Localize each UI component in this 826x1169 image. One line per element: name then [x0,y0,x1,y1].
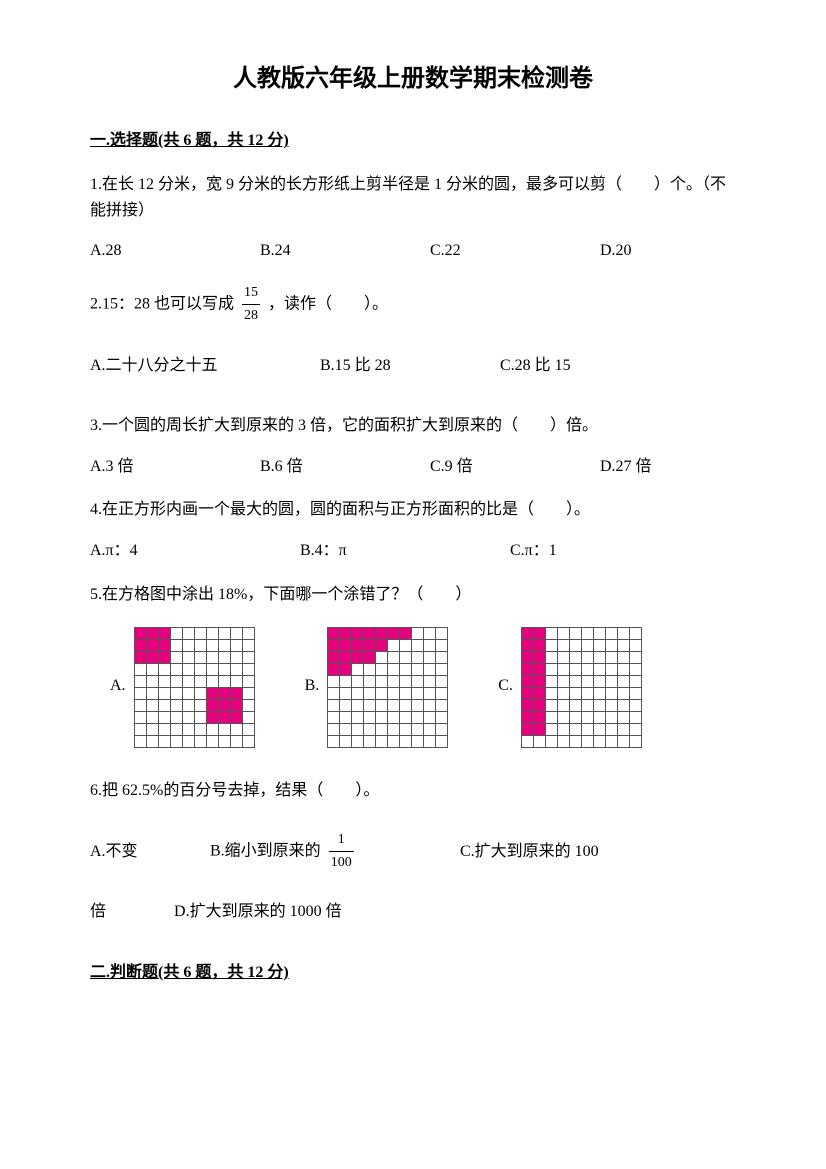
q6-option-b: B.缩小到原来的 1 100 [210,829,460,875]
q4-option-c: C.π：1 [510,538,557,564]
q2-option-b: B.15 比 28 [320,353,500,379]
q3-option-d: D.27 倍 [600,454,652,480]
section-1-header: 一.选择题(共 6 题，共 12 分) [90,128,736,154]
q3-option-a: A.3 倍 [90,454,260,480]
question-3-text: 3.一个圆的周长扩大到原来的 3 倍，它的面积扩大到原来的（ ）倍。 [90,413,736,439]
q2-text-pre: 2.15：28 也可以写成 [90,295,234,312]
question-4: 4.在正方形内画一个最大的圆，圆的面积与正方形面积的比是（ ）。 A.π：4 B… [90,497,736,563]
q2-fraction: 15 28 [242,282,260,328]
question-6-text: 6.把 62.5%的百分号去掉，结果（ ）。 [90,778,736,804]
question-3: 3.一个圆的周长扩大到原来的 3 倍，它的面积扩大到原来的（ ）倍。 A.3 倍… [90,413,736,479]
question-2: 2.15：28 也可以写成 15 28 ，读作（ ）。 A.二十八分之十五 B.… [90,282,736,378]
question-6: 6.把 62.5%的百分号去掉，结果（ ）。 A.不变 B.缩小到原来的 1 1… [90,778,736,925]
q1-option-a: A.28 [90,238,260,264]
q6-option-a: A.不变 [90,839,210,865]
q5-grid-b [327,627,448,748]
question-4-text: 4.在正方形内画一个最大的圆，圆的面积与正方形面积的比是（ ）。 [90,497,736,523]
q5-label-b: B. [305,673,320,699]
q1-option-d: D.20 [600,238,632,264]
page-title: 人教版六年级上册数学期末检测卷 [90,60,736,98]
q4-option-b: B.4：π [300,538,510,564]
q2-option-a: A.二十八分之十五 [90,353,320,379]
question-1-text: 1.在长 12 分米，宽 9 分米的长方形纸上剪半径是 1 分米的圆，最多可以剪… [90,172,736,223]
question-5-text: 5.在方格图中涂出 18%，下面哪一个涂错了？（ ） [90,582,736,608]
section-2-header: 二.判断题(共 6 题，共 12 分) [90,960,736,986]
q6-option-c: C.扩大到原来的 100 [460,839,599,865]
q2-text-post: ，读作（ ）。 [268,295,388,312]
q6-line2-bei: 倍 [90,903,106,920]
q2-option-c: C.28 比 15 [500,353,571,379]
q5-grid-c [521,627,642,748]
question-5: 5.在方格图中涂出 18%，下面哪一个涂错了？（ ） A. B. C. [90,582,736,749]
question-1: 1.在长 12 分米，宽 9 分米的长方形纸上剪半径是 1 分米的圆，最多可以剪… [90,172,736,264]
q1-option-c: C.22 [430,238,600,264]
q3-option-b: B.6 倍 [260,454,430,480]
q1-option-b: B.24 [260,238,430,264]
q4-option-a: A.π：4 [90,538,300,564]
q3-option-c: C.9 倍 [430,454,600,480]
q6-fraction: 1 100 [329,829,354,875]
q5-label-a: A. [110,673,126,699]
q5-grid-a [134,627,255,748]
q5-label-c: C. [498,673,513,699]
q6-option-d: D.扩大到原来的 1000 倍 [174,903,342,920]
